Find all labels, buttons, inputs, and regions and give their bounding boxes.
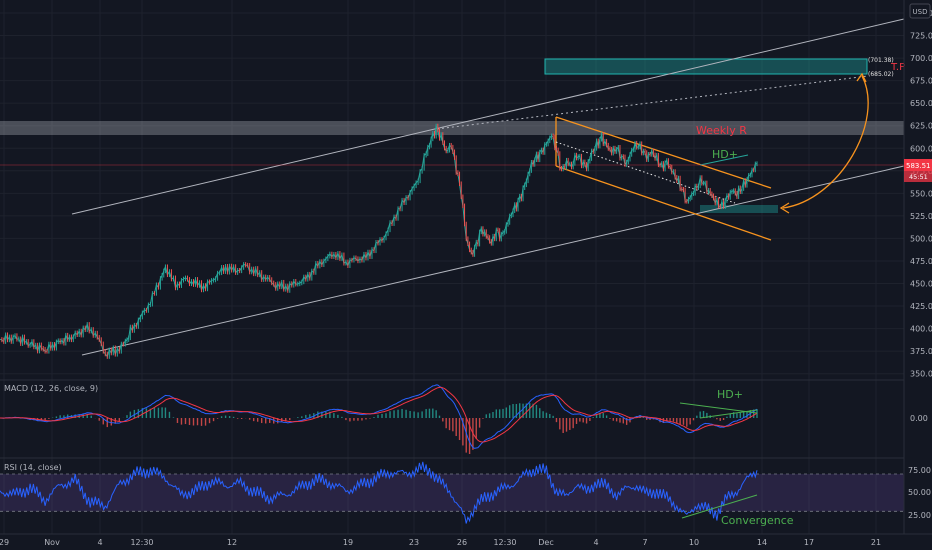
macd-line[interactable] bbox=[0, 384, 758, 449]
right-axis[interactable]: 350.00 375.00 400.00 425.00 450.00 475.00 500.… bbox=[903, 0, 932, 534]
rsi-line[interactable] bbox=[0, 461, 758, 524]
price-tick-label: 650.00 bbox=[910, 99, 932, 108]
rsi-convergence-label: Convergence bbox=[721, 514, 794, 527]
countdown-box bbox=[904, 171, 932, 182]
price-tick-label: 425.00 bbox=[910, 302, 932, 311]
support-zone[interactable] bbox=[700, 205, 778, 213]
price-tick-label: 400.00 bbox=[910, 325, 932, 334]
channel-upper-line[interactable] bbox=[71, 18, 905, 215]
last-price-box bbox=[904, 159, 932, 171]
target-arrowhead-bottom bbox=[779, 202, 790, 214]
time-tick-label: 19 bbox=[343, 538, 353, 547]
macd-hd-line-2[interactable] bbox=[699, 409, 758, 419]
price-candles bbox=[1, 123, 758, 359]
time-tick-label: 12:30 bbox=[130, 538, 153, 547]
grid-lines bbox=[0, 0, 904, 534]
hd-price-line[interactable] bbox=[699, 154, 749, 166]
rsi-convergence-line[interactable] bbox=[681, 494, 758, 519]
rsi-title: RSI (14, close) bbox=[4, 463, 62, 472]
take-profit-zone[interactable] bbox=[544, 58, 868, 75]
price-tick-label: 475.00 bbox=[910, 257, 932, 266]
time-tick-label: Nov bbox=[44, 538, 60, 547]
price-y-ticks: 350.00 375.00 400.00 425.00 450.00 475.00 500.… bbox=[910, 9, 932, 379]
price-tick-label: 525.00 bbox=[910, 212, 932, 221]
time-tick-label: 26 bbox=[457, 538, 467, 547]
time-tick-label: 14 bbox=[757, 538, 767, 547]
time-tick-label: 17 bbox=[804, 538, 814, 547]
currency-box[interactable] bbox=[909, 3, 931, 19]
currency-label: USD bbox=[913, 8, 928, 16]
time-x-ticks: 29 Nov 4 12:30 12 19 23 26 12:30 Dec 4 7 10 14 17 21 bbox=[0, 538, 881, 547]
price-tick-label: 700.00 bbox=[910, 54, 932, 63]
price-tick-label: 675.00 bbox=[910, 77, 932, 86]
time-tick-label: 29 bbox=[0, 538, 9, 547]
hd-price-label: HD+ bbox=[712, 148, 738, 161]
last-price-value: 583.51 bbox=[906, 162, 931, 170]
weekly-resistance-zone[interactable] bbox=[0, 121, 904, 135]
weekly-r-label: Weekly R bbox=[696, 124, 747, 137]
price-tick-label: 375.00 bbox=[910, 347, 932, 356]
macd-title: MACD (12, 26, close, 9) bbox=[4, 384, 98, 393]
time-tick-label: 12:30 bbox=[493, 538, 516, 547]
orange-channel-bottom[interactable] bbox=[555, 165, 772, 241]
rsi-band bbox=[0, 474, 904, 512]
time-tick-label: 23 bbox=[409, 538, 419, 547]
target-arrow-curve[interactable] bbox=[782, 75, 869, 209]
tp-lower-price-label: (685.02) bbox=[868, 71, 894, 78]
time-tick-label: 4 bbox=[593, 538, 598, 547]
price-tick-label: 725.00 bbox=[910, 32, 932, 41]
price-series-line[interactable] bbox=[0, 124, 758, 358]
macd-pane[interactable]: MACD (12, 26, close, 9) HD+ bbox=[0, 379, 904, 454]
time-tick-label: Dec bbox=[538, 538, 553, 547]
rsi-tick-75: 75.00 bbox=[908, 466, 931, 475]
time-axis[interactable]: 29 Nov 4 12:30 12 19 23 26 12:30 Dec 4 7 10 14 17 21 bbox=[0, 533, 932, 547]
price-tick-label: 350.00 bbox=[910, 370, 932, 379]
orange-channel-top[interactable] bbox=[555, 116, 772, 189]
channel-mid-dashed-line[interactable] bbox=[436, 75, 869, 130]
price-tick-label: 450.00 bbox=[910, 280, 932, 289]
tp-label: T.P bbox=[890, 62, 905, 73]
macd-hd-label: HD+ bbox=[717, 388, 743, 401]
time-tick-label: 10 bbox=[689, 538, 699, 547]
rsi-pane[interactable]: RSI (14, close) Convergence bbox=[0, 457, 904, 527]
rsi-tick-50: 50.00 bbox=[908, 488, 931, 497]
macd-zero-tick: 0.00 bbox=[910, 414, 928, 423]
price-tick-label: 625.00 bbox=[910, 122, 932, 131]
price-tick-label: 600.00 bbox=[910, 144, 932, 153]
price-tick-label: 550.00 bbox=[910, 189, 932, 198]
channel-lower-line[interactable] bbox=[81, 165, 905, 356]
time-tick-label: 12 bbox=[227, 538, 237, 547]
macd-signal-line[interactable] bbox=[0, 386, 758, 443]
time-tick-label: 7 bbox=[642, 538, 647, 547]
time-tick-label: 4 bbox=[97, 538, 102, 547]
countdown-value: 45:51 bbox=[909, 173, 928, 181]
price-tick-label: 500.00 bbox=[910, 234, 932, 243]
time-tick-label: 21 bbox=[871, 538, 881, 547]
target-arrowhead-top bbox=[856, 72, 867, 83]
price-pane[interactable]: Weekly R HD+ T.P (701.38) (685.02) bbox=[0, 18, 905, 359]
rsi-tick-25: 25.00 bbox=[908, 511, 931, 520]
tp-upper-price-label: (701.38) bbox=[868, 57, 894, 64]
